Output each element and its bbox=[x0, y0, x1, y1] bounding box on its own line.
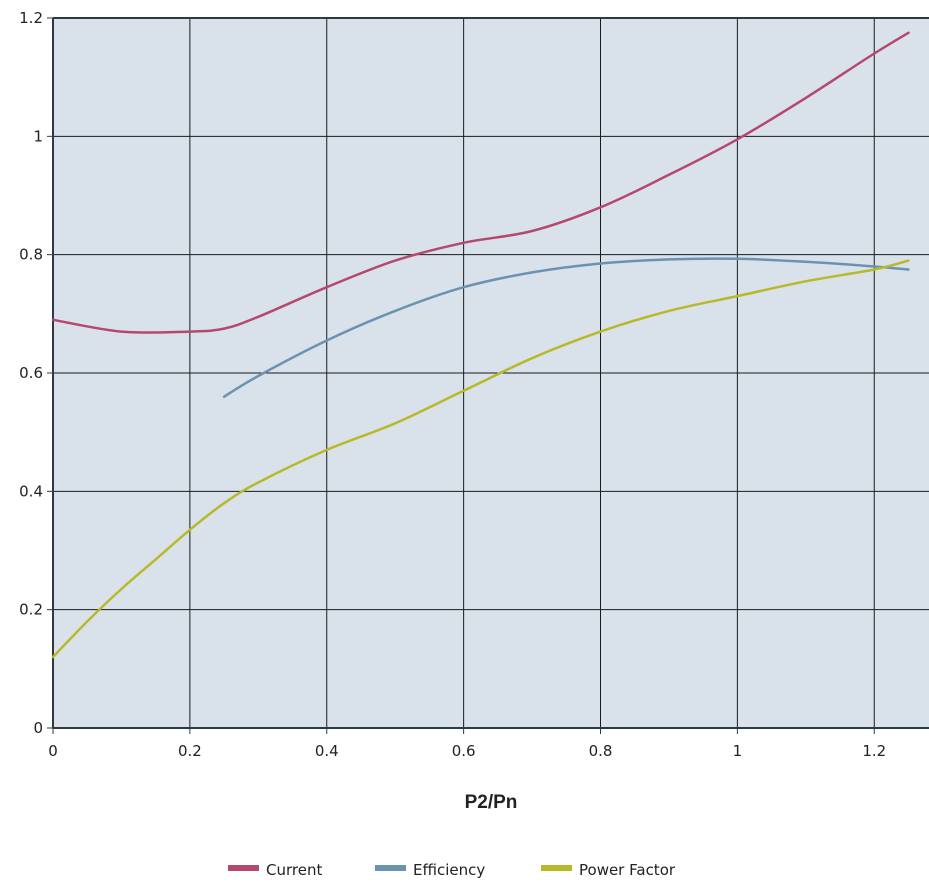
legend-swatch-current bbox=[228, 865, 259, 871]
x-tick-labels: 0 0.2 0.4 0.6 0.8 1 1.2 bbox=[48, 742, 886, 760]
legend-label-current: Current bbox=[266, 861, 322, 879]
y-tick-label: 0.6 bbox=[19, 364, 43, 382]
grid bbox=[47, 17, 929, 734]
legend-label-power-factor: Power Factor bbox=[579, 861, 676, 879]
x-tick-label: 1.2 bbox=[862, 742, 886, 760]
y-tick-label: 0.2 bbox=[19, 601, 43, 619]
series-line-power-factor bbox=[51, 259, 910, 659]
y-tick-labels: 0 0.2 0.4 0.6 0.8 1 1.2 bbox=[19, 9, 43, 737]
x-tick-label: 0.4 bbox=[315, 742, 339, 760]
legend-swatch-efficiency bbox=[375, 865, 406, 871]
series bbox=[51, 31, 910, 659]
legend: Current Efficiency Power Factor bbox=[228, 861, 676, 879]
x-tick-label: 0.2 bbox=[178, 742, 202, 760]
y-tick-label: 1 bbox=[33, 127, 43, 145]
y-tick-label: 0 bbox=[33, 719, 43, 737]
y-tick-label: 0.4 bbox=[19, 482, 43, 500]
series-line-efficiency bbox=[222, 257, 910, 398]
x-tick-label: 0.6 bbox=[452, 742, 476, 760]
y-tick-label: 0.8 bbox=[19, 246, 43, 264]
axes bbox=[52, 17, 929, 729]
x-tick-label: 0 bbox=[48, 742, 58, 760]
series-line-current bbox=[51, 31, 910, 334]
legend-swatch-power-factor bbox=[541, 865, 572, 871]
y-tick-label: 1.2 bbox=[19, 9, 43, 27]
x-axis-title: P2/Pn bbox=[465, 792, 518, 813]
x-tick-label: 0.8 bbox=[589, 742, 613, 760]
legend-label-efficiency: Efficiency bbox=[413, 861, 485, 879]
x-tick-label: 1 bbox=[733, 742, 743, 760]
